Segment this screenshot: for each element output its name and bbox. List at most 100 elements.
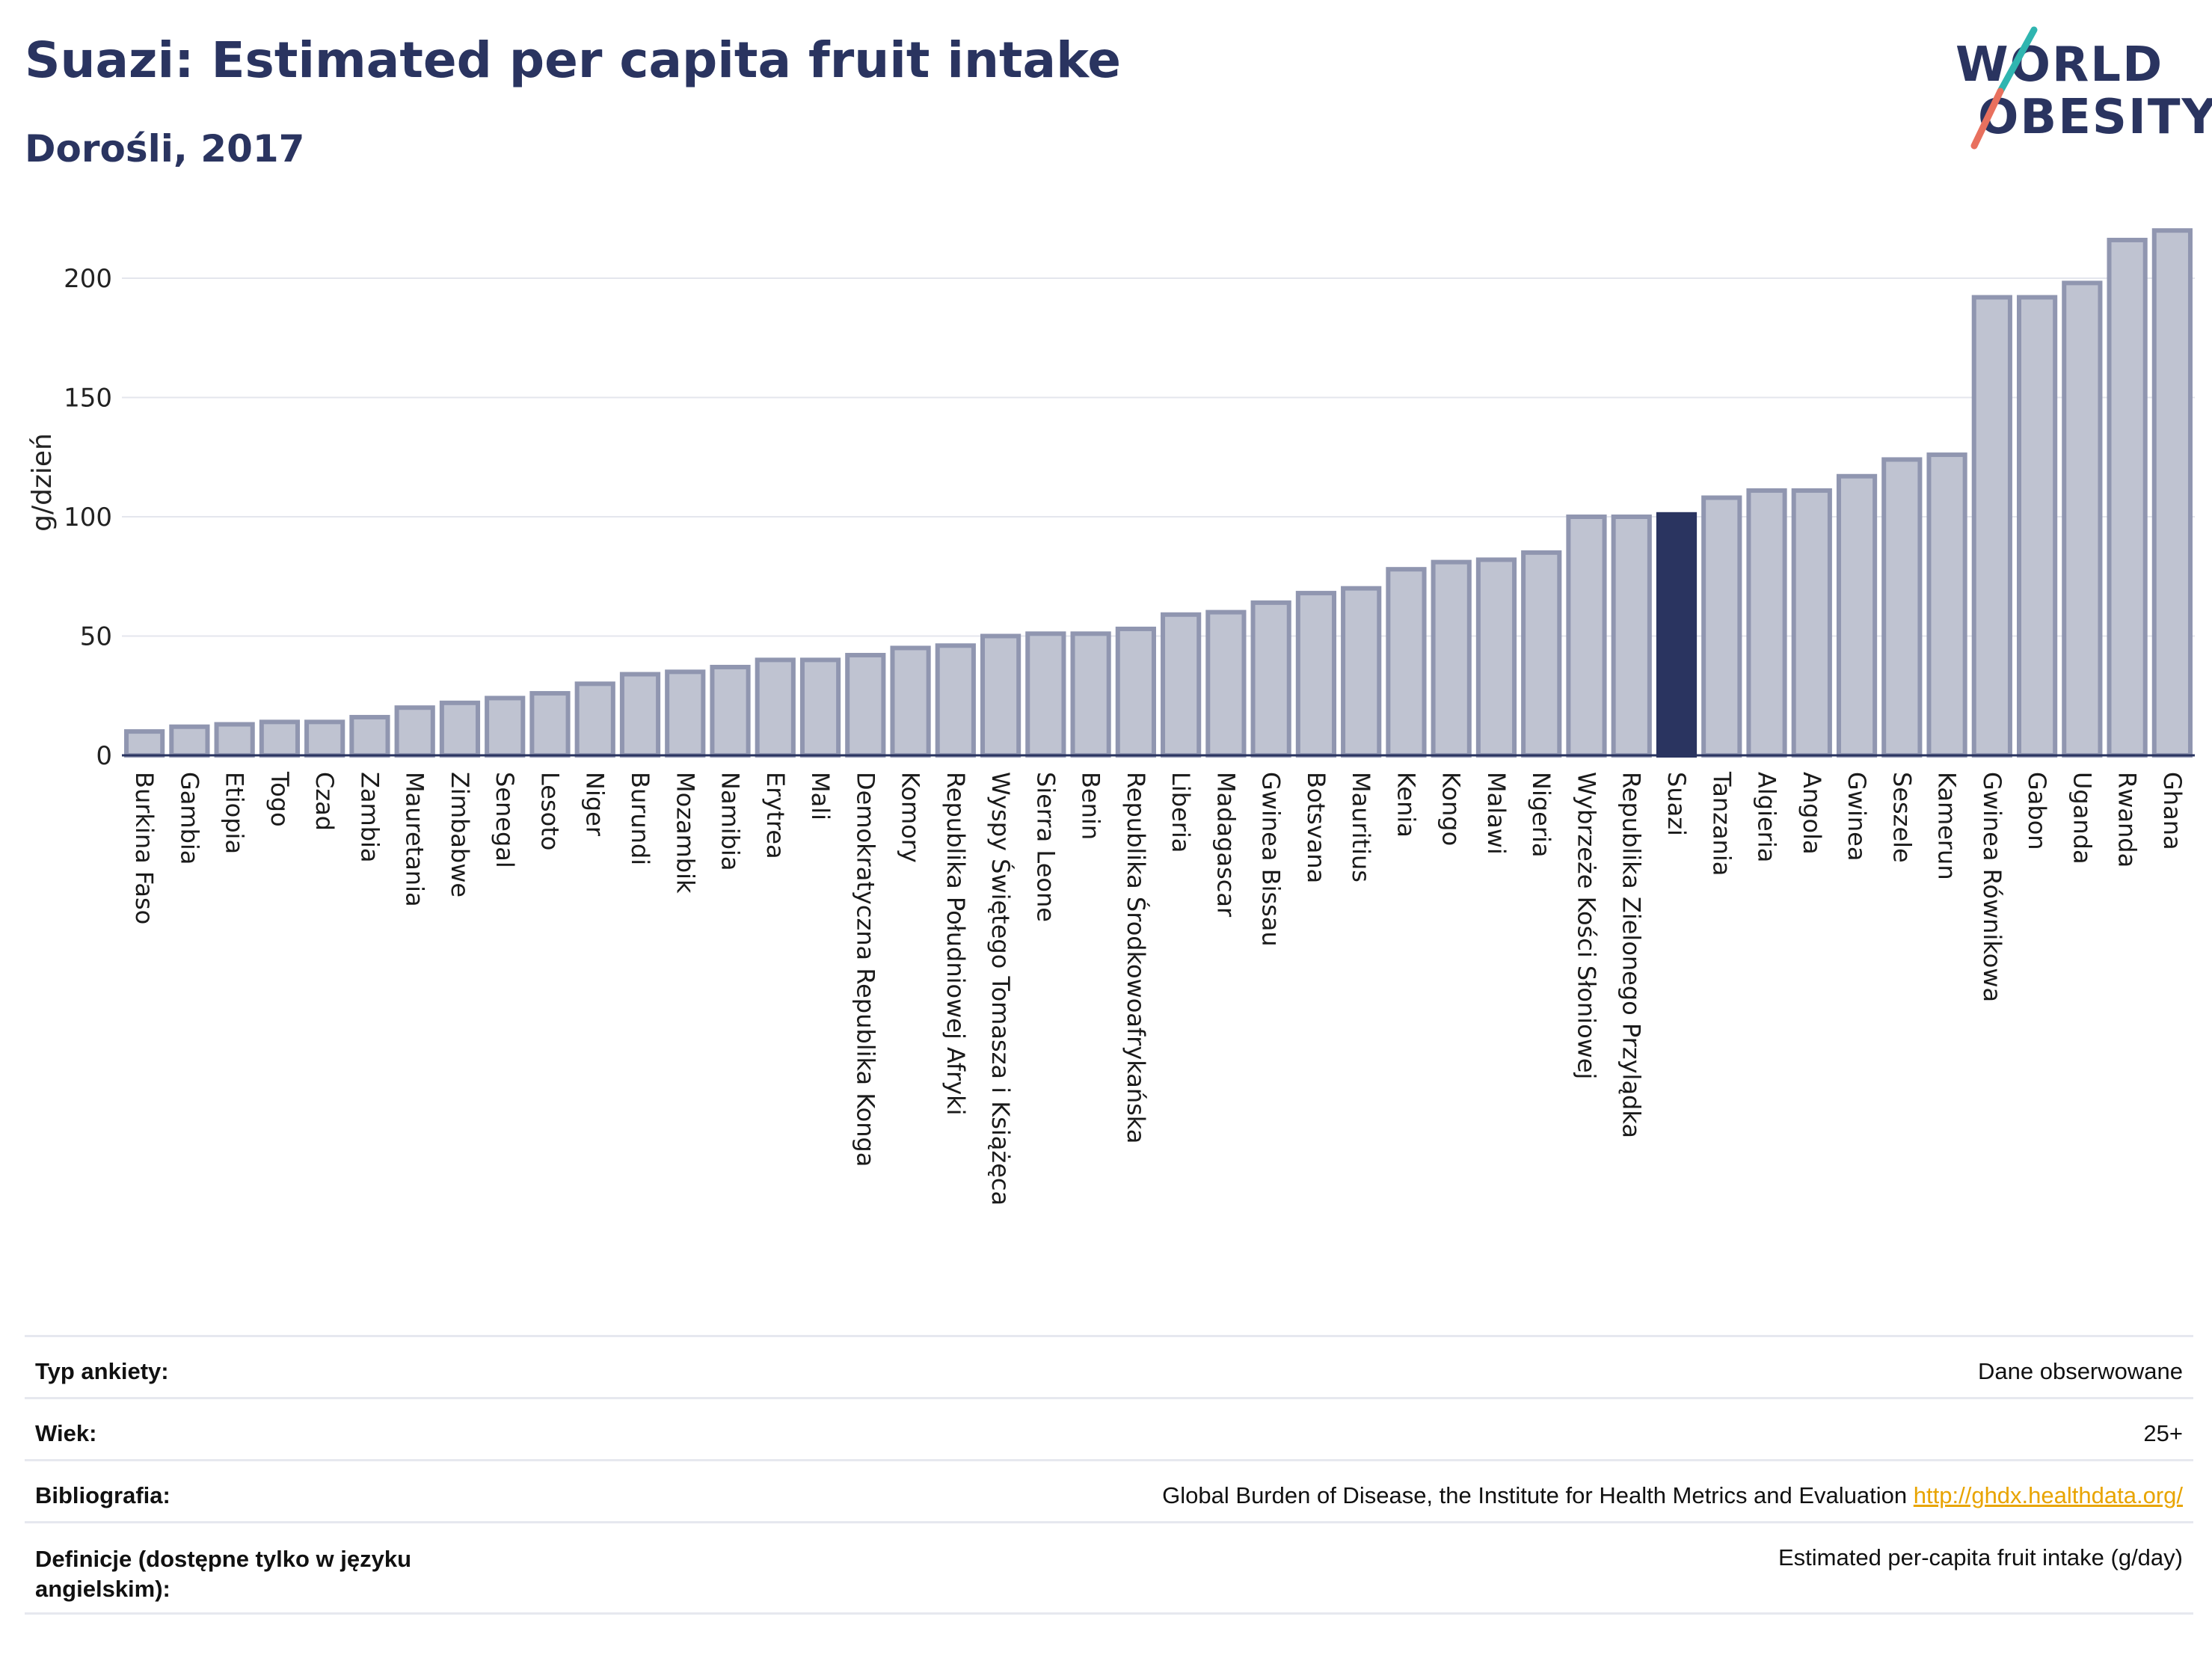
bar xyxy=(935,643,976,758)
x-tick-label: Gwinea Bissau xyxy=(1257,772,1285,947)
meta-key-survey-type: Typ ankiety: xyxy=(35,1358,169,1384)
x-tick-label: Niger xyxy=(581,772,609,837)
x-tick-label: Zimbabwe xyxy=(446,772,474,897)
bar xyxy=(124,729,165,758)
x-tick-label: Benin xyxy=(1077,772,1105,840)
bar xyxy=(1070,631,1111,758)
y-tick-label: 200 xyxy=(64,264,112,294)
x-tick-label: Nigeria xyxy=(1527,772,1555,857)
x-tick-label: Togo xyxy=(265,771,294,827)
x-tick-label: Republika Zielonego Przylądka xyxy=(1617,772,1646,1138)
bar xyxy=(349,714,390,758)
x-tick-label: Republika Środkowoafrykańska xyxy=(1122,772,1151,1143)
x-tick-label: Algieria xyxy=(1753,772,1781,862)
bar xyxy=(394,705,435,758)
meta-row-definitions: Definicje (dostępne tylko w języku angie… xyxy=(25,1521,2193,1615)
logo-line-1: WORLD xyxy=(1956,37,2164,93)
x-tick-label: Burkina Faso xyxy=(130,772,159,924)
x-tick-label: Namibia xyxy=(716,772,745,871)
x-tick-label: Kamerun xyxy=(1933,772,1961,880)
logo-line-2: OBESITY xyxy=(1978,90,2212,145)
x-tick-label: Demokratyczna Republika Konga xyxy=(851,772,879,1167)
bar xyxy=(665,669,706,758)
bar xyxy=(1701,495,1742,758)
bar xyxy=(1926,452,1967,758)
bar xyxy=(1971,295,2012,758)
x-tick-label: Seszele xyxy=(1887,772,1916,863)
meta-row-age: Wiek: 25+ xyxy=(25,1397,2193,1459)
bar xyxy=(1836,473,1878,758)
bar xyxy=(1386,567,1427,758)
bar xyxy=(304,719,345,758)
x-tick-label: Gambia xyxy=(175,772,203,865)
bar xyxy=(1656,512,1698,758)
bar xyxy=(2151,228,2193,758)
x-tick-label: Ghana xyxy=(2158,772,2187,850)
logo-slash-icon xyxy=(1970,26,2038,150)
bar xyxy=(1521,550,1562,758)
meta-key-age: Wiek: xyxy=(35,1420,97,1446)
bar xyxy=(529,691,571,758)
meta-key-definitions: Definicje (dostępne tylko w języku angie… xyxy=(35,1546,412,1602)
x-tick-label: Gwinea Równikowa xyxy=(1978,772,2006,1002)
x-tick-label: Lesoto xyxy=(535,772,564,850)
x-tick-label: Erytrea xyxy=(761,772,790,859)
x-tick-label: Madagascar xyxy=(1211,772,1240,918)
bar xyxy=(1611,515,1652,758)
bar xyxy=(1025,631,1066,758)
meta-value-bibliography: Global Burden of Disease, the Institute … xyxy=(1162,1482,2183,1509)
bar-chart: 0 50 100 150 200 g/dzień Burkina Faso Gambia Eti… xyxy=(27,228,2195,1206)
bar xyxy=(845,653,886,758)
x-tick-label: Malawi xyxy=(1482,772,1511,855)
x-tick-label: Mauritius xyxy=(1347,772,1375,882)
bar xyxy=(755,657,796,758)
bar xyxy=(980,633,1021,758)
x-tick-label: Rwanda xyxy=(2113,772,2142,868)
bar xyxy=(1161,612,1202,758)
chart-title: Suazi: Estimated per capita fruit intake xyxy=(25,31,1121,89)
x-tick-label: Gabon xyxy=(2023,772,2051,850)
meta-value-definitions: Estimated per-capita fruit intake (g/day… xyxy=(1778,1544,2183,1570)
x-tick-label: Komory xyxy=(897,772,925,863)
bar xyxy=(2107,237,2148,758)
y-tick-label: 0 xyxy=(96,741,112,771)
bar xyxy=(439,700,481,758)
y-tick-label: 150 xyxy=(64,384,112,414)
bar xyxy=(619,672,661,758)
bar xyxy=(2062,280,2103,758)
meta-value-age: 25+ xyxy=(2143,1420,2183,1446)
metadata-table: Typ ankiety: Dane obserwowane Wiek: 25+ … xyxy=(25,1335,2193,1615)
meta-value-survey-type: Dane obserwowane xyxy=(1977,1358,2183,1384)
x-tick-label: Burundi xyxy=(626,772,654,865)
x-tick-label: Liberia xyxy=(1167,772,1195,853)
x-tick-label: Zambia xyxy=(355,772,384,863)
bar xyxy=(1341,586,1382,758)
x-tick-label: Kongo xyxy=(1437,772,1466,846)
y-axis-label: g/dzień xyxy=(27,433,58,532)
bar xyxy=(1431,559,1472,758)
bar xyxy=(1881,457,1923,758)
meta-key-bibliography: Bibliografia: xyxy=(35,1482,170,1508)
chart-subtitle: Dorośli, 2017 xyxy=(25,127,305,171)
bar xyxy=(485,696,526,758)
x-tick-label: Tanzania xyxy=(1707,771,1736,876)
meta-row-bibliography: Bibliografia: Global Burden of Disease, … xyxy=(25,1459,2193,1521)
bar xyxy=(710,664,751,758)
bar xyxy=(890,645,931,758)
x-tick-label: Czad xyxy=(310,772,339,831)
world-obesity-logo: WORLD OBESITY xyxy=(1944,22,2212,157)
bibliography-link[interactable]: http://ghdx.healthdata.org/ xyxy=(1913,1482,2183,1508)
x-tick-label: Etiopia xyxy=(221,772,249,854)
bar xyxy=(799,657,841,758)
x-tick-label: Sierra Leone xyxy=(1031,772,1060,922)
x-tick-label: Wyspy Świętego Tomasza i Książęca xyxy=(986,772,1016,1206)
x-tick-label: Mauretania xyxy=(401,772,429,907)
x-tick-label: Republika Południowej Afryki xyxy=(941,772,970,1116)
bar xyxy=(1295,591,1337,758)
x-tick-label: Botsvana xyxy=(1302,772,1330,883)
bar xyxy=(214,722,255,758)
x-tick-label: Kenia xyxy=(1392,772,1420,838)
bar xyxy=(2016,295,2058,758)
bar xyxy=(1746,488,1787,758)
y-tick-label: 100 xyxy=(64,503,112,532)
